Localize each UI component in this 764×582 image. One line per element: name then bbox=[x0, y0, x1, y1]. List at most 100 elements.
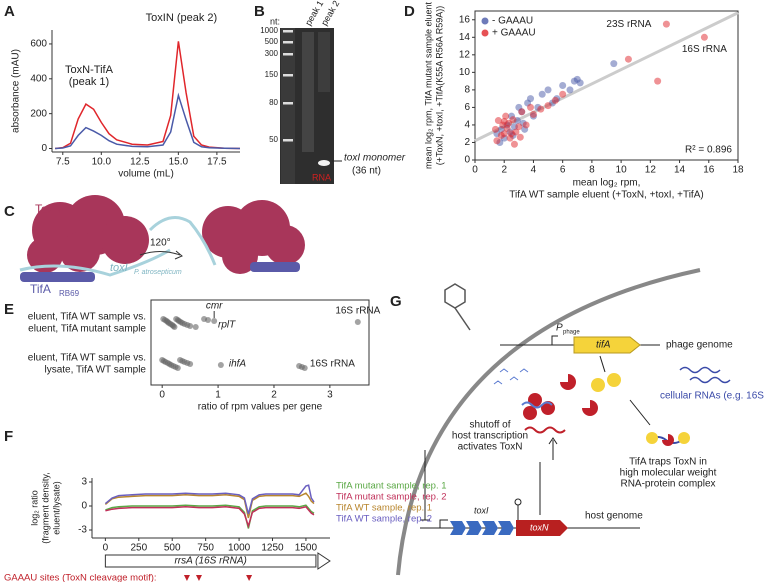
toxn-gene-label: toxN bbox=[530, 522, 549, 532]
annotation: ToxN-TifA bbox=[65, 64, 114, 76]
x-tick-label: 10 bbox=[616, 165, 628, 176]
promoter-label: P bbox=[556, 323, 563, 334]
x-tick-label: 1000 bbox=[228, 543, 251, 554]
point bbox=[493, 137, 501, 145]
point-label: 16S rRNA bbox=[335, 306, 380, 317]
toxi-subscript: P. atrosepticum bbox=[134, 269, 182, 276]
point bbox=[491, 125, 499, 133]
rotation-label: 120° bbox=[150, 238, 171, 249]
panel-letter: E bbox=[4, 301, 14, 318]
point-label: 16S rRNA bbox=[310, 359, 355, 370]
x-tick-label: 10.0 bbox=[92, 157, 112, 168]
x-tick-label: 6 bbox=[560, 165, 566, 176]
point bbox=[662, 20, 670, 28]
ladder-label: 500 bbox=[265, 37, 279, 46]
series-line bbox=[104, 492, 315, 519]
point bbox=[544, 102, 552, 110]
point bbox=[515, 123, 523, 131]
point-label: cmr bbox=[206, 301, 223, 312]
x-tick-label: 500 bbox=[164, 543, 181, 554]
x-tick-label: 1250 bbox=[261, 543, 284, 554]
legend-entry: TifA WT sample, rep. 1 bbox=[336, 503, 432, 514]
band-label: toxI monomer bbox=[344, 153, 406, 164]
y-tick-label: 14 bbox=[459, 32, 471, 43]
x-tick-label: 18 bbox=[732, 165, 744, 176]
point bbox=[527, 103, 535, 111]
x-tick-label: 15.0 bbox=[169, 157, 189, 168]
x-axis-label: ratio of rpm values per gene bbox=[198, 402, 323, 413]
protein-structure bbox=[19, 195, 305, 282]
x-tick-label: 0 bbox=[472, 165, 478, 176]
y-axis-label: (+ToxN, +toxI, +TifA(K55A R56A R59A)) bbox=[434, 6, 444, 166]
annotation: ToxIN (peak 2) bbox=[146, 12, 218, 24]
row-label: lysate, TifA WT sample bbox=[44, 365, 146, 376]
y-tick-label: 6 bbox=[464, 102, 470, 113]
series-line bbox=[55, 92, 241, 150]
point bbox=[700, 33, 708, 41]
point bbox=[301, 365, 308, 371]
x-tick-label: 1 bbox=[215, 390, 221, 401]
y-tick-label: 16 bbox=[459, 14, 471, 25]
trap-text: TifA traps ToxN in bbox=[629, 457, 707, 468]
phage-genome-label: phage genome bbox=[666, 340, 733, 351]
point bbox=[211, 318, 218, 324]
point bbox=[538, 90, 546, 98]
row-label: eluent, TifA WT sample vs. bbox=[28, 353, 146, 364]
panel-letter: B bbox=[254, 3, 265, 20]
ladder-label: 150 bbox=[265, 70, 279, 79]
toxi-gene-label: toxI bbox=[474, 505, 489, 515]
ladder-band bbox=[283, 53, 293, 56]
x-tick-label: 17.5 bbox=[207, 157, 227, 168]
point bbox=[502, 112, 510, 120]
y-axis-label: absorbance (mAU) bbox=[11, 49, 22, 133]
point bbox=[500, 130, 508, 138]
toxi-label: toxI bbox=[110, 262, 128, 274]
gel-band bbox=[318, 160, 330, 166]
series-line bbox=[55, 41, 241, 150]
ladder-band bbox=[283, 30, 293, 33]
point bbox=[537, 105, 545, 113]
point bbox=[510, 140, 518, 148]
shutoff-text: activates ToxN bbox=[458, 442, 523, 453]
shutoff-text: shutoff of bbox=[470, 420, 511, 431]
panel-letter: F bbox=[4, 428, 13, 445]
legend-entry: TifA mutant sample, rep. 2 bbox=[336, 492, 447, 503]
ladder-band bbox=[283, 139, 293, 142]
cleavage-site bbox=[246, 575, 253, 581]
x-tick-label: 3 bbox=[327, 390, 333, 401]
series-line bbox=[105, 505, 315, 529]
y-tick-label: 8 bbox=[464, 85, 470, 96]
series-line bbox=[105, 504, 315, 529]
x-tick-label: 0 bbox=[103, 543, 109, 554]
gene-label: rrsA (16S rRNA) bbox=[174, 556, 246, 567]
point bbox=[509, 116, 517, 124]
point bbox=[544, 86, 552, 94]
point bbox=[610, 60, 618, 68]
x-tick-label: 4 bbox=[531, 165, 537, 176]
gel-smear bbox=[302, 32, 314, 152]
legend-entry: - GAAAU bbox=[492, 16, 533, 27]
cleavage-site bbox=[195, 575, 202, 581]
y-tick-label: 10 bbox=[459, 67, 471, 78]
x-tick-label: 750 bbox=[197, 543, 214, 554]
row-label: eluent, TifA WT sample vs. bbox=[28, 312, 146, 323]
y-tick-label: 4 bbox=[464, 120, 470, 131]
point bbox=[192, 324, 199, 330]
gel-smear bbox=[318, 32, 330, 92]
x-tick-label: 2 bbox=[271, 390, 277, 401]
x-axis-label: mean log₂ rpm, bbox=[573, 178, 641, 189]
point bbox=[171, 324, 178, 330]
y-axis-label: log₂ ratio bbox=[29, 490, 39, 526]
gene-box bbox=[104, 554, 317, 568]
point bbox=[522, 121, 530, 129]
point bbox=[174, 365, 181, 371]
tifa-gene-label: tifA bbox=[596, 340, 611, 351]
x-axis-label: TifA WT sample eluent (+ToxN, +toxI, +Ti… bbox=[509, 190, 703, 201]
x-tick-label: 1500 bbox=[295, 543, 318, 554]
gel-nt-label: nt: bbox=[270, 16, 280, 26]
y-tick-label: 200 bbox=[30, 108, 47, 119]
series-line bbox=[104, 484, 315, 515]
x-tick-label: 8 bbox=[589, 165, 595, 176]
x-tick-label: 14 bbox=[674, 165, 686, 176]
